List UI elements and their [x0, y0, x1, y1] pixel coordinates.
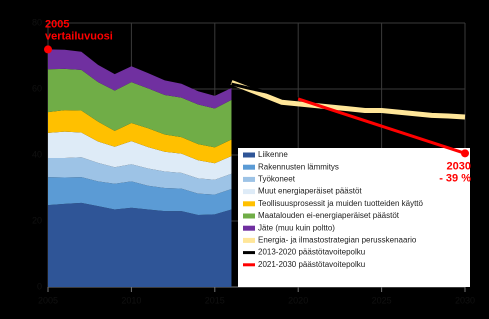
- x-tick-label: 2020: [288, 295, 308, 305]
- y-tick-label: 40: [32, 149, 42, 159]
- y-tick-label: 20: [32, 215, 42, 225]
- x-tick-label: 2025: [372, 295, 392, 305]
- legend-label: Jäte (muu kuin poltto): [258, 223, 335, 232]
- annotation-text: - 39 %: [439, 172, 471, 184]
- area: [48, 202, 232, 287]
- legend-swatch: [243, 225, 255, 231]
- legend-swatch: [243, 189, 255, 195]
- legend-swatch: [243, 164, 255, 170]
- legend-swatch: [243, 176, 255, 182]
- area: [48, 177, 232, 216]
- annotation-dot: [44, 45, 52, 54]
- legend-label: 2013-2020 päästötavoitepolku: [258, 248, 365, 257]
- line: [231, 82, 299, 101]
- line: [230, 80, 466, 120]
- y-tick-label: 0: [37, 281, 42, 291]
- legend-label: Muut energiaperäiset päästöt: [258, 187, 362, 196]
- legend-label: Maatalouden ei-energiaperäiset päästöt: [258, 211, 400, 220]
- area: [48, 157, 232, 195]
- y-tick-label: 80: [32, 17, 42, 27]
- legend-swatch: [243, 201, 255, 207]
- x-tick-label: 2010: [121, 295, 141, 305]
- legend-label: Teollisuusprosessit ja muiden tuotteiden…: [258, 199, 424, 208]
- legend-swatch: [243, 213, 255, 219]
- legend-label: 2021-2030 päästötavoitepolku: [258, 260, 365, 269]
- legend-box: [238, 148, 470, 287]
- area: [48, 68, 232, 148]
- legend-label: Rakennusten lämmitys: [258, 162, 339, 171]
- annotation-text: vertailuvuosi: [45, 30, 113, 42]
- area: [48, 49, 232, 109]
- legend-label: Työkoneet: [258, 175, 296, 184]
- x-tick-label: 2030: [455, 295, 475, 305]
- legend-label: Energia- ja ilmastostrategian perusskena…: [258, 236, 417, 245]
- area: [48, 131, 232, 180]
- x-tick-label: 2005: [38, 295, 58, 305]
- y-tick-label: 60: [32, 83, 42, 93]
- x-tick-label: 2015: [205, 295, 225, 305]
- line: [297, 97, 466, 155]
- annotation-text: 2030: [447, 160, 471, 172]
- annotation-text: 2005: [45, 18, 69, 30]
- annotation-dot: [461, 149, 469, 158]
- legend-swatch: [243, 152, 255, 158]
- legend-label: Liikenne: [258, 150, 288, 159]
- area: [48, 110, 232, 164]
